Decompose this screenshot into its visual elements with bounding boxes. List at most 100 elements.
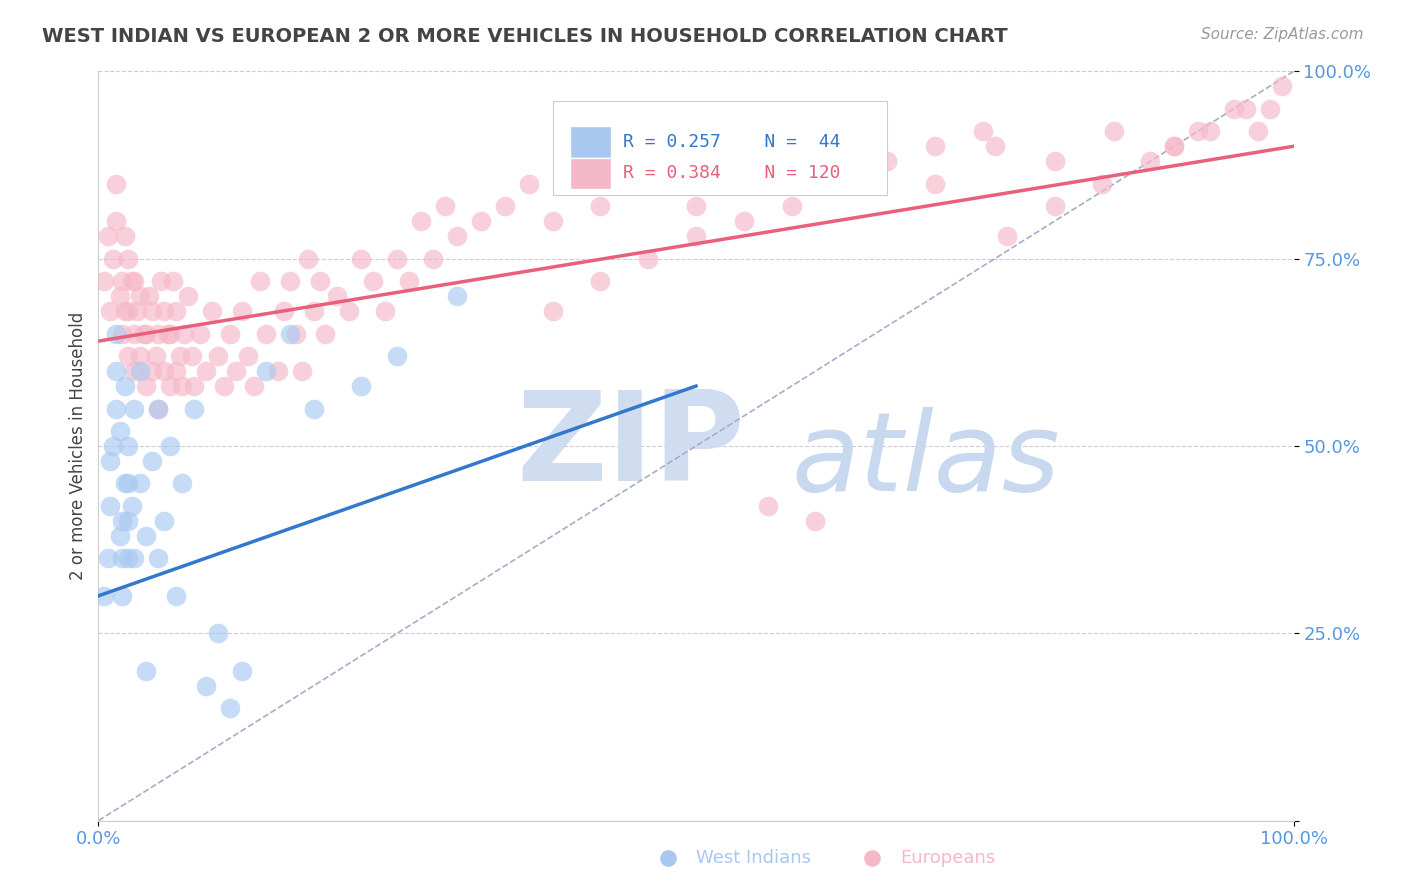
Point <box>159 439 181 453</box>
Point <box>1163 139 1185 153</box>
Point <box>984 139 1007 153</box>
Point <box>385 349 409 363</box>
Point <box>93 589 115 603</box>
Point <box>98 304 122 318</box>
Point <box>804 124 827 138</box>
Point <box>138 289 160 303</box>
Point <box>105 401 128 416</box>
Point <box>195 364 218 378</box>
Point <box>219 701 242 715</box>
Point <box>657 851 679 865</box>
Point <box>297 252 319 266</box>
Point <box>114 304 136 318</box>
Point <box>709 154 731 169</box>
Point <box>1091 177 1114 191</box>
Point <box>153 364 176 378</box>
Point <box>132 326 155 341</box>
Point <box>105 177 128 191</box>
Point <box>207 626 229 640</box>
Point <box>780 177 803 191</box>
Point <box>243 379 266 393</box>
Point <box>101 252 124 266</box>
Point <box>114 379 136 393</box>
Point <box>98 499 122 513</box>
Point <box>105 326 128 341</box>
Point <box>1104 124 1126 138</box>
Point <box>124 274 146 288</box>
Point <box>924 177 946 191</box>
Point <box>385 252 409 266</box>
Point <box>125 304 148 318</box>
Point <box>398 274 420 288</box>
Point <box>129 349 152 363</box>
Point <box>153 514 176 528</box>
Point <box>1271 79 1294 94</box>
Point <box>141 304 163 318</box>
Point <box>97 229 120 244</box>
Text: ZIP: ZIP <box>517 385 745 507</box>
Point <box>121 499 143 513</box>
Text: R = 0.384    N = 120: R = 0.384 N = 120 <box>623 164 841 182</box>
Text: atlas: atlas <box>792 408 1060 515</box>
Point <box>446 289 468 303</box>
Point <box>129 364 152 378</box>
Point <box>165 304 187 318</box>
Point <box>302 304 325 318</box>
Point <box>129 476 152 491</box>
Point <box>972 124 994 138</box>
Point <box>117 551 139 566</box>
Point <box>780 199 803 213</box>
Point <box>108 289 131 303</box>
Point <box>129 289 152 303</box>
Point <box>589 199 612 213</box>
Point <box>661 177 683 191</box>
Point <box>273 304 295 318</box>
Point <box>350 252 373 266</box>
Point <box>278 326 301 341</box>
Point <box>156 326 179 341</box>
Point <box>114 229 136 244</box>
Point <box>1258 102 1281 116</box>
Point <box>1043 154 1066 169</box>
Point <box>111 326 134 341</box>
Point <box>117 476 139 491</box>
Text: Source: ZipAtlas.com: Source: ZipAtlas.com <box>1201 27 1364 42</box>
Point <box>117 252 139 266</box>
Point <box>637 252 659 266</box>
Point <box>860 851 883 865</box>
Point <box>494 199 516 213</box>
Point <box>236 349 259 363</box>
Point <box>105 364 128 378</box>
Point <box>924 139 946 153</box>
Point <box>541 214 564 228</box>
Text: West Indians: West Indians <box>696 849 811 867</box>
Point <box>149 274 172 288</box>
Point <box>308 274 330 288</box>
Point <box>183 401 205 416</box>
Point <box>188 326 211 341</box>
Point <box>446 229 468 244</box>
Point <box>180 349 202 363</box>
Point <box>111 514 134 528</box>
Point <box>350 379 373 393</box>
Point <box>225 364 247 378</box>
Point <box>162 274 184 288</box>
Point <box>231 304 253 318</box>
Point <box>219 326 242 341</box>
Point <box>422 252 444 266</box>
Point <box>135 664 157 678</box>
Point <box>124 551 146 566</box>
Point <box>1139 154 1161 169</box>
Point <box>172 379 194 393</box>
Point <box>165 589 187 603</box>
Point <box>565 177 588 191</box>
FancyBboxPatch shape <box>571 126 612 158</box>
Point <box>302 401 325 416</box>
Point <box>117 304 139 318</box>
Point <box>434 199 457 213</box>
Point <box>1247 124 1270 138</box>
Point <box>315 326 337 341</box>
Point <box>231 664 253 678</box>
Point <box>267 364 290 378</box>
Point <box>117 439 139 453</box>
